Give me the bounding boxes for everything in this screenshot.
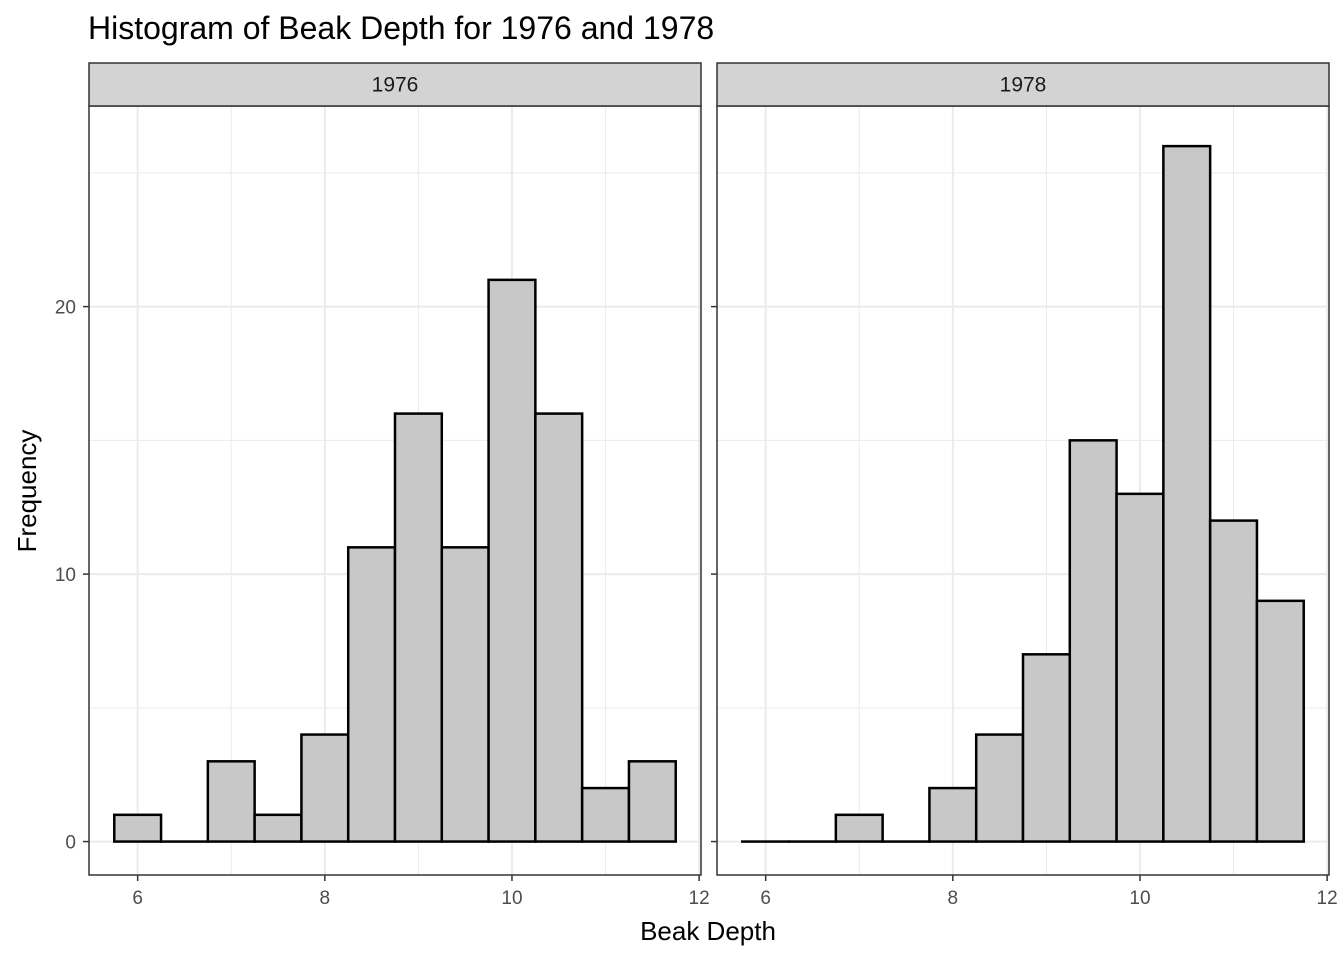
- x-axis-title: Beak Depth: [640, 916, 776, 946]
- y-tick-label: 0: [65, 833, 76, 854]
- histogram-bar: [440, 546, 490, 843]
- histogram-bar: [300, 733, 350, 843]
- facet-strip-label: 1976: [372, 74, 419, 97]
- x-tick-label: 6: [760, 888, 771, 909]
- histogram-bar: [1021, 653, 1072, 843]
- chart-title: Histogram of Beak Depth for 1976 and 197…: [88, 10, 714, 46]
- histogram-bar: [346, 546, 397, 843]
- x-tick-label: 10: [501, 888, 522, 909]
- y-tick-label: 10: [55, 565, 76, 586]
- histogram-bar: [1115, 492, 1165, 843]
- facet-strip: [88, 62, 702, 107]
- histogram-bar: [206, 760, 256, 843]
- y-axis-title: Frequency: [12, 430, 42, 553]
- x-tick-label: 6: [132, 888, 143, 909]
- x-tick-label: 10: [1129, 888, 1150, 909]
- histogram-bar: [928, 786, 978, 843]
- x-tick-label: 12: [1317, 888, 1338, 909]
- facet-strip-label: 1978: [1000, 74, 1047, 97]
- histogram-bar: [580, 786, 631, 843]
- histogram-bar: [253, 813, 303, 843]
- y-tick-label: 20: [55, 298, 76, 319]
- histogram-bar: [627, 760, 677, 843]
- facet-strip: [716, 62, 1330, 107]
- facet-panel-1978: 1978 6 8 10 12: [711, 62, 1338, 909]
- x-tick-label: 8: [948, 888, 959, 909]
- histogram-bar: [1208, 519, 1259, 843]
- histogram-bar: [393, 412, 444, 843]
- x-tick-label: 12: [689, 888, 710, 909]
- histogram-bar: [1162, 144, 1212, 843]
- x-tick-label: 8: [320, 888, 331, 909]
- histogram-bar: [113, 813, 163, 843]
- histogram-bar: [487, 278, 537, 843]
- histogram-bar: [834, 813, 884, 843]
- histogram-bar: [1255, 599, 1305, 843]
- facet-panel-1976: 1976 6 8 10 12 0 10 20: [55, 62, 710, 909]
- histogram-bar: [974, 733, 1025, 843]
- histogram-bar: [1068, 439, 1118, 843]
- facet-panels: 1976 6 8 10 12 0 10 20 1978 6 8 10 12: [55, 62, 1338, 909]
- histogram-bar: [534, 412, 584, 843]
